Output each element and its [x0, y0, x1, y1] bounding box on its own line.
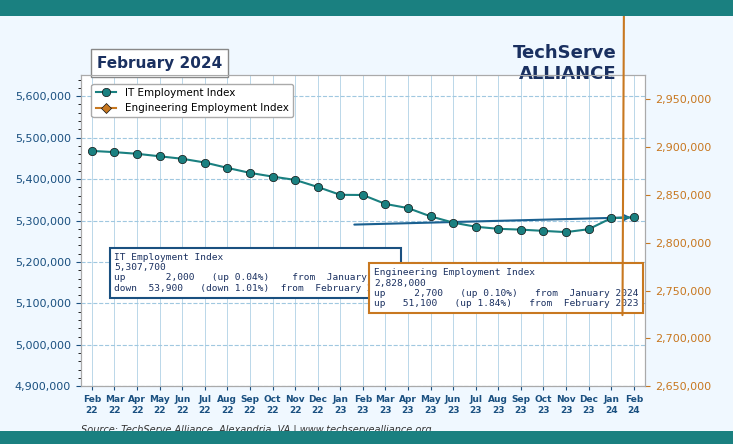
Text: Source: TechServe Alliance, Alexandria, VA | www.techservealliance.org: Source: TechServe Alliance, Alexandria, … — [81, 425, 431, 436]
Text: Engineering Employment Index
2,828,000
up     2,700   (up 0.10%)   from  January: Engineering Employment Index 2,828,000 u… — [374, 268, 638, 309]
Legend: IT Employment Index, Engineering Employment Index: IT Employment Index, Engineering Employm… — [92, 84, 293, 117]
Text: IT Employment Index
5,307,700
up       2,000   (up 0.04%)    from  January 2024
: IT Employment Index 5,307,700 up 2,000 (… — [114, 253, 397, 293]
Text: February 2024: February 2024 — [97, 56, 222, 71]
Text: TechServe
ALLIANCE: TechServe ALLIANCE — [513, 44, 616, 83]
